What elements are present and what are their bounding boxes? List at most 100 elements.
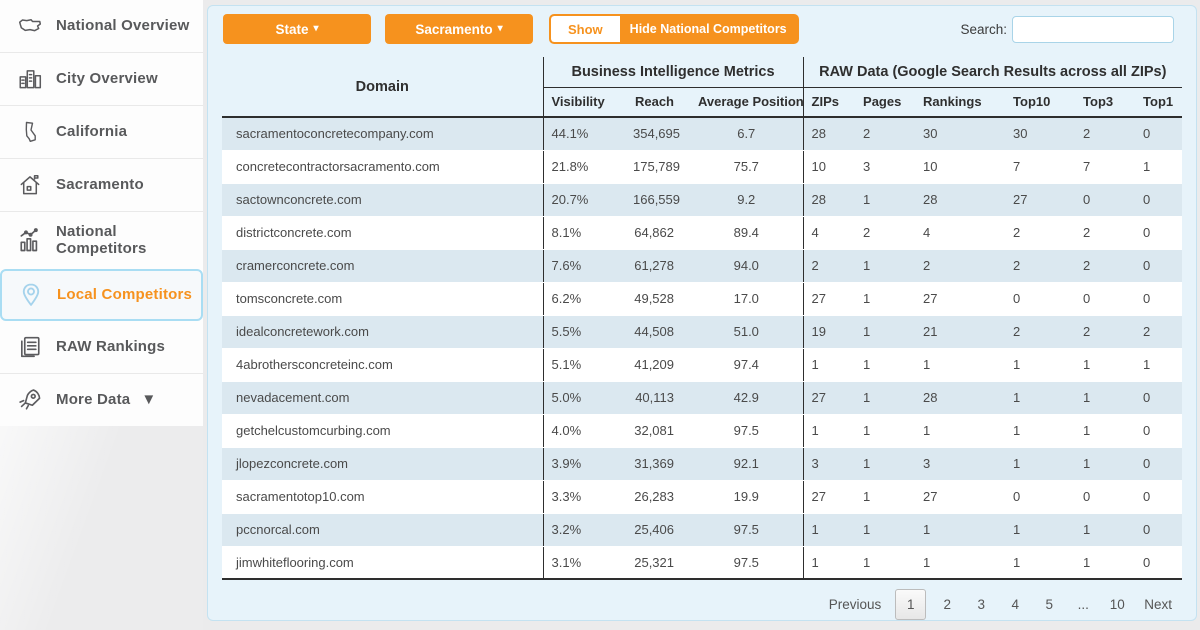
- city-dropdown-label: Sacramento: [415, 21, 493, 37]
- cell-top3: 2: [1075, 249, 1136, 283]
- sidebar-item-california[interactable]: California: [0, 105, 203, 158]
- cell-domain[interactable]: sactownconcrete.com: [222, 183, 543, 217]
- cell-domain[interactable]: sacramentotop10.com: [222, 480, 543, 514]
- sidebar-item-label: National Overview: [56, 17, 190, 35]
- sidebar-item-more-data[interactable]: More Data ▼: [0, 372, 203, 426]
- sidebar-item-raw-rankings[interactable]: RAW Rankings: [0, 321, 203, 373]
- cell-domain[interactable]: districtconcrete.com: [222, 216, 543, 250]
- cell-pages: 1: [855, 513, 916, 547]
- pagination-pages: 1 2 3 4 5... 10: [891, 589, 1134, 620]
- cell-domain[interactable]: idealconcretework.com: [222, 315, 543, 349]
- table-row: nevadacement.com 5.0% 40,113 42.9 27 1 28 1 1 0: [222, 381, 1183, 415]
- cell-zips: 19: [802, 315, 856, 349]
- pagination-page-10[interactable]: 10: [1109, 597, 1125, 612]
- cell-visibility: 3.1%: [542, 546, 625, 580]
- cell-reach: 64,862: [625, 216, 690, 250]
- chevron-down-icon: ▼: [141, 390, 157, 408]
- cell-domain[interactable]: jimwhiteflooring.com: [222, 546, 543, 580]
- search-input[interactable]: [1012, 15, 1174, 43]
- sidebar-item-national-overview[interactable]: National Overview: [0, 0, 203, 52]
- city-dropdown-button[interactable]: Sacramento ▾: [385, 14, 533, 44]
- cell-zips: 27: [802, 282, 856, 316]
- table-row: tomsconcrete.com 6.2% 49,528 17.0 27 1 27 0 0 0: [222, 282, 1183, 316]
- cell-domain[interactable]: getchelcustomcurbing.com: [222, 414, 543, 448]
- cell-top1: 0: [1135, 282, 1183, 316]
- cell-visibility: 3.9%: [542, 447, 625, 481]
- pagination-next[interactable]: Next: [1144, 597, 1172, 612]
- sidebar-item-label: Sacramento: [56, 176, 144, 194]
- cell-reach: 40,113: [625, 381, 690, 415]
- column-header-rankings[interactable]: Rankings: [915, 87, 1006, 118]
- cell-zips: 1: [802, 513, 856, 547]
- cell-rankings: 1: [915, 513, 1006, 547]
- cell-top3: 2: [1075, 216, 1136, 250]
- cell-domain[interactable]: pccnorcal.com: [222, 513, 543, 547]
- cell-zips: 1: [802, 414, 856, 448]
- cell-top3: 1: [1075, 348, 1136, 382]
- sidebar: National Overview City Overview Californ…: [0, 0, 203, 630]
- show-toggle-button[interactable]: Show: [551, 16, 620, 42]
- cell-top3: 1: [1075, 447, 1136, 481]
- pagination-page-5[interactable]: 5: [1045, 597, 1053, 612]
- group-header-raw-data: RAW Data (Google Search Results across a…: [802, 57, 1183, 88]
- house-icon: [15, 170, 45, 200]
- main-panel: State ▾ Sacramento ▾ Show Hide National …: [207, 5, 1197, 621]
- column-header-top3[interactable]: Top3: [1075, 87, 1136, 118]
- cell-zips: 3: [802, 447, 856, 481]
- cell-pages: 1: [855, 282, 916, 316]
- pagination-page-1[interactable]: 1: [895, 589, 927, 620]
- column-header-pages[interactable]: Pages: [855, 87, 916, 118]
- pagination-page-4[interactable]: 4: [1011, 597, 1019, 612]
- usa-map-icon: [15, 11, 45, 41]
- cell-avg_position: 9.2: [690, 183, 804, 217]
- column-header-top10[interactable]: Top10: [1005, 87, 1076, 118]
- sidebar-item-local-competitors[interactable]: Local Competitors: [0, 268, 203, 321]
- hide-national-competitors-button[interactable]: Hide National Competitors: [619, 16, 797, 42]
- pagination-previous[interactable]: Previous: [828, 597, 882, 612]
- cell-rankings: 1: [915, 546, 1006, 580]
- column-header-top1[interactable]: Top1: [1135, 87, 1183, 118]
- column-header-average-position[interactable]: Average Position: [690, 87, 804, 118]
- sidebar-item-city-overview[interactable]: City Overview: [0, 52, 203, 105]
- cell-visibility: 21.8%: [542, 150, 625, 184]
- cell-domain[interactable]: concretecontractorsacramento.com: [222, 150, 543, 184]
- cell-avg_position: 75.7: [690, 150, 804, 184]
- cell-zips: 1: [802, 348, 856, 382]
- cell-top1: 0: [1135, 447, 1183, 481]
- column-header-domain[interactable]: Domain: [222, 57, 543, 118]
- sidebar-items: National Overview City Overview Californ…: [0, 0, 203, 426]
- cell-visibility: 20.7%: [542, 183, 625, 217]
- cell-visibility: 4.0%: [542, 414, 625, 448]
- cell-rankings: 30: [915, 117, 1006, 151]
- cell-top3: 0: [1075, 183, 1136, 217]
- cell-avg_position: 6.7: [690, 117, 804, 151]
- cell-domain[interactable]: sacramentoconcretecompany.com: [222, 117, 543, 151]
- cell-reach: 175,789: [625, 150, 690, 184]
- cell-domain[interactable]: nevadacement.com: [222, 381, 543, 415]
- cell-rankings: 1: [915, 348, 1006, 382]
- cell-domain[interactable]: cramerconcrete.com: [222, 249, 543, 283]
- sidebar-item-sacramento[interactable]: Sacramento: [0, 158, 203, 211]
- cell-avg_position: 97.5: [690, 513, 804, 547]
- cell-domain[interactable]: tomsconcrete.com: [222, 282, 543, 316]
- cell-top3: 2: [1075, 117, 1136, 151]
- cell-top10: 1: [1005, 447, 1076, 481]
- column-header-visibility[interactable]: Visibility: [542, 87, 625, 118]
- cell-domain[interactable]: 4abrothersconcreteinc.com: [222, 348, 543, 382]
- pagination-page-3[interactable]: 3: [977, 597, 985, 612]
- pagination-page-2[interactable]: 2: [943, 597, 951, 612]
- cell-top10: 1: [1005, 546, 1076, 580]
- cell-domain[interactable]: jlopezconcrete.com: [222, 447, 543, 481]
- column-header-reach[interactable]: Reach: [625, 87, 690, 118]
- column-header-zips[interactable]: ZIPs: [802, 87, 856, 118]
- state-dropdown-button[interactable]: State ▾: [223, 14, 371, 44]
- cell-avg_position: 19.9: [690, 480, 804, 514]
- sidebar-item-national-competitors[interactable]: National Competitors: [0, 211, 203, 269]
- cell-pages: 1: [855, 447, 916, 481]
- cell-reach: 166,559: [625, 183, 690, 217]
- cell-pages: 2: [855, 216, 916, 250]
- cell-rankings: 2: [915, 249, 1006, 283]
- cell-top10: 0: [1005, 480, 1076, 514]
- sidebar-decorative-fill: [0, 425, 203, 630]
- cell-top3: 1: [1075, 546, 1136, 580]
